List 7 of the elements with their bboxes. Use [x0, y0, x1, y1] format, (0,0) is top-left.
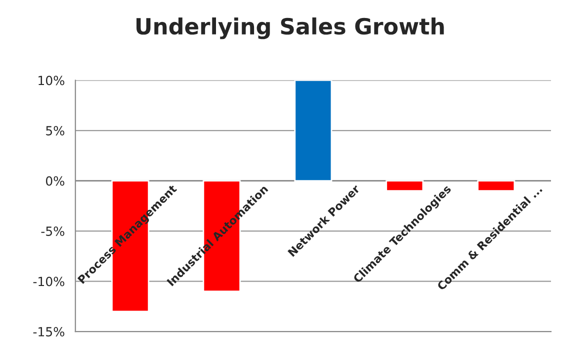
chart-title: Underlying Sales Growth [136, 17, 444, 40]
y-tick-label: 5% [46, 126, 64, 136]
y-tick-label: -10% [33, 276, 64, 286]
y-tick-label: -5% [41, 226, 64, 236]
y-tick-label: 0% [46, 176, 64, 186]
y-tick-label: 10% [38, 76, 64, 86]
y-tick-label: -15% [33, 327, 64, 336]
